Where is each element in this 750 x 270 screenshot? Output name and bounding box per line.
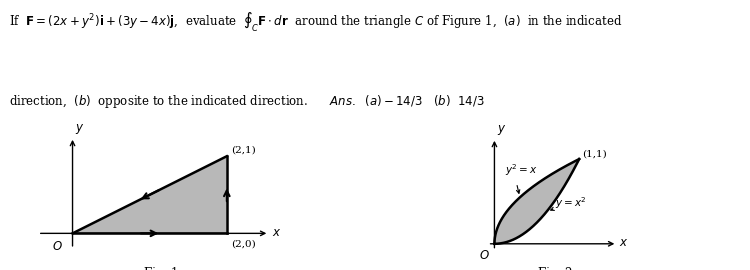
Text: $y^2 = x$: $y^2 = x$ bbox=[505, 163, 538, 178]
Text: If  $\mathbf{F} = (2x +y^2)\mathbf{i} + (3y - 4x)\mathbf{j}$,  evaluate  $\oint_: If $\mathbf{F} = (2x +y^2)\mathbf{i} + (… bbox=[9, 10, 622, 34]
Text: Fig. 2: Fig. 2 bbox=[538, 267, 572, 270]
Text: Fig. 1: Fig. 1 bbox=[144, 267, 178, 270]
Text: (2,1): (2,1) bbox=[232, 146, 256, 155]
Polygon shape bbox=[73, 156, 226, 233]
Text: $x$: $x$ bbox=[272, 226, 281, 239]
Text: $O$: $O$ bbox=[478, 249, 489, 262]
Text: $x$: $x$ bbox=[619, 237, 628, 249]
Text: $O$: $O$ bbox=[53, 239, 63, 252]
Text: direction,  $(b)$  opposite to the indicated direction.      $Ans.$  $(a) -14/3$: direction, $(b)$ opposite to the indicat… bbox=[9, 93, 484, 110]
Text: $y = x^2$: $y = x^2$ bbox=[556, 195, 587, 211]
Polygon shape bbox=[494, 159, 579, 244]
Text: $y$: $y$ bbox=[497, 123, 506, 137]
Text: (1,1): (1,1) bbox=[582, 149, 607, 158]
Text: (2,0): (2,0) bbox=[232, 239, 256, 248]
Text: $y$: $y$ bbox=[75, 122, 84, 136]
